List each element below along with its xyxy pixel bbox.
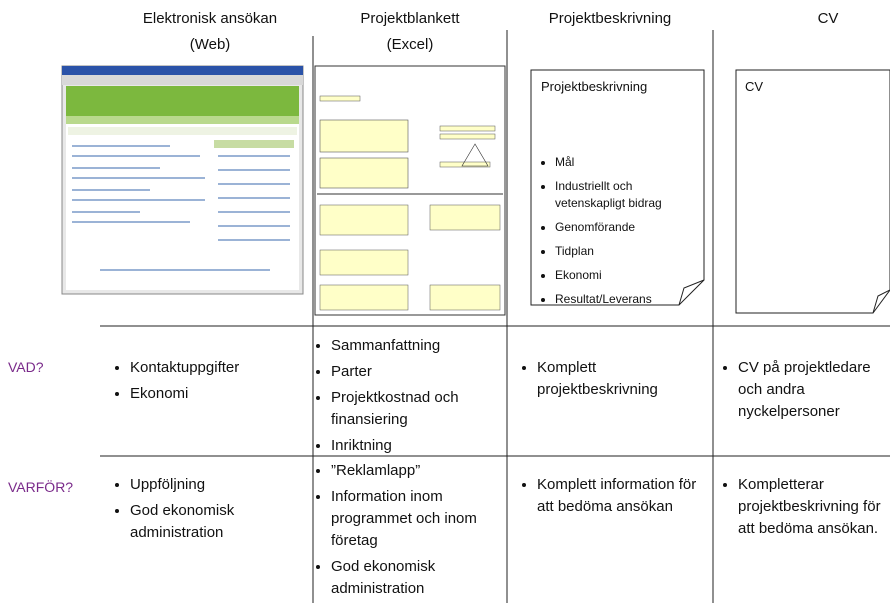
cell-item: Information inom programmet och inom för… bbox=[331, 486, 491, 552]
cell-item: Inriktning bbox=[331, 435, 491, 457]
web-thumbnail bbox=[61, 65, 304, 295]
doc-item: Genomförande bbox=[555, 219, 705, 236]
cell-list: Kompletterar projektbeskrivning för att … bbox=[728, 474, 890, 544]
cell-item: God ekonomisk administration bbox=[331, 556, 491, 600]
cell-list: ”Reklamlapp” Information inom programmet … bbox=[321, 460, 491, 603]
cell-list: Kontaktuppgifter Ekonomi bbox=[120, 357, 315, 409]
column-title: Projektblankett bbox=[360, 10, 460, 27]
doc-item: Ekonomi bbox=[555, 267, 705, 284]
cv-title: CV bbox=[745, 79, 764, 94]
cell-item: God ekonomisk administration bbox=[130, 500, 315, 544]
column-title: Projektbeskrivning bbox=[548, 10, 672, 27]
cell-item: Uppföljning bbox=[130, 474, 315, 496]
doc-page bbox=[530, 69, 705, 306]
page-fold bbox=[872, 289, 890, 314]
cell-item: Ekonomi bbox=[130, 383, 315, 405]
cell-list: Komplett information för att bedöma ansö… bbox=[527, 474, 715, 522]
cell-item: Parter bbox=[331, 361, 491, 383]
page-fold bbox=[678, 279, 705, 306]
doc-title: Projektbeskrivning bbox=[541, 79, 648, 94]
cell-item: Projektkostnad och finansiering bbox=[331, 387, 491, 431]
cell-item: Sammanfattning bbox=[331, 335, 491, 357]
excel-thumbnail bbox=[314, 65, 506, 316]
doc-item: Tidplan bbox=[555, 243, 705, 260]
cell-item: ”Reklamlapp” bbox=[331, 460, 491, 482]
column-subtitle: (Excel) bbox=[386, 36, 434, 53]
doc-item: Resultat/Leverans bbox=[555, 291, 705, 308]
doc-item: Mål bbox=[555, 154, 705, 171]
cell-item: Komplett information för att bedöma ansö… bbox=[537, 474, 715, 518]
cell-item: CV på projektledare och andra nyckelpers… bbox=[738, 357, 890, 423]
cell-list: CV på projektledare och andra nyckelpers… bbox=[728, 357, 890, 427]
column-title: CV bbox=[817, 10, 839, 27]
cell-list: Uppföljning God ekonomisk administration bbox=[120, 474, 315, 548]
column-title: Elektronisk ansökan bbox=[142, 10, 278, 27]
cell-item: Kompletterar projektbeskrivning för att … bbox=[738, 474, 890, 540]
cell-item: Kontaktuppgifter bbox=[130, 357, 315, 379]
doc-list: Mål Industriellt och vetenskapligt bidrag… bbox=[541, 154, 705, 315]
cell-item: Komplett projektbeskrivning bbox=[537, 357, 715, 401]
row-label: VAD? bbox=[8, 359, 44, 375]
cell-list: Sammanfattning Parter Projektkostnad och f… bbox=[321, 335, 491, 461]
cell-list: Komplett projektbeskrivning bbox=[527, 357, 715, 405]
cv-page bbox=[735, 69, 890, 314]
doc-item: Industriellt och vetenskapligt bidrag bbox=[555, 178, 705, 212]
row-label: VARFÖR? bbox=[8, 479, 74, 495]
column-subtitle: (Web) bbox=[189, 36, 231, 53]
table-lines bbox=[100, 30, 890, 603]
